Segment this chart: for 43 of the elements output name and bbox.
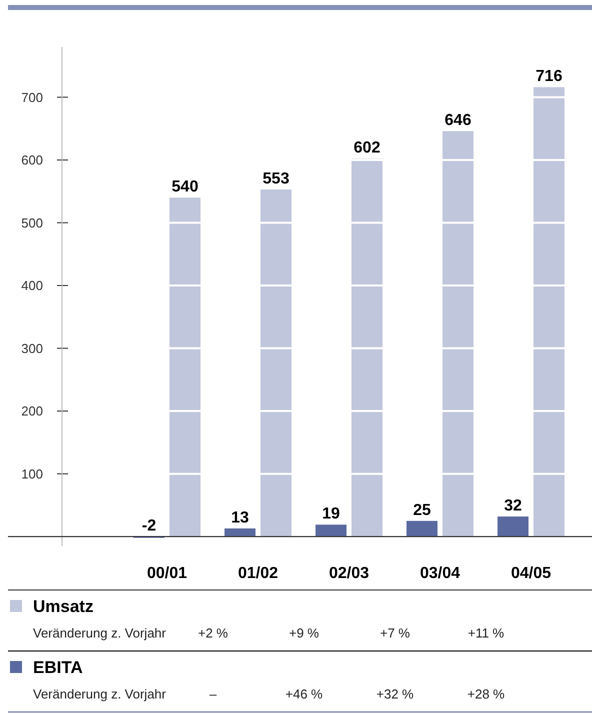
x-tick-label: 02/03 xyxy=(328,565,370,582)
text: +32 % xyxy=(376,686,414,702)
bar xyxy=(224,528,256,537)
y-tick-label: 500 xyxy=(21,215,43,230)
bar xyxy=(352,158,382,537)
data-label: 553 xyxy=(262,170,290,188)
bar xyxy=(260,189,292,537)
bar xyxy=(316,524,346,537)
x-tick-label: 04/05 xyxy=(510,565,552,582)
bar xyxy=(406,520,438,537)
x-tick-label: 00/01 xyxy=(146,565,188,582)
data-label: 19 xyxy=(322,506,340,523)
text: +2 % xyxy=(198,626,228,641)
data-label: 540 xyxy=(172,178,198,196)
text: +7 % xyxy=(380,626,410,641)
data-label: -2 xyxy=(142,518,156,535)
text: +9 % xyxy=(289,626,320,641)
x-tick-label: 03/04 xyxy=(420,565,460,582)
text: +28 % xyxy=(467,686,506,702)
bar xyxy=(534,87,564,537)
data-label: 716 xyxy=(536,68,562,86)
legend-label: Umsatz xyxy=(33,596,94,616)
data-label: 13 xyxy=(231,509,249,526)
text: Veränderung z. Vorjahr xyxy=(33,626,167,641)
x-tick-label: 01/02 xyxy=(238,565,278,582)
y-tick-label: 100 xyxy=(21,466,43,482)
data-label: 32 xyxy=(504,498,522,514)
text: +46 % xyxy=(285,686,324,702)
text: +11 % xyxy=(468,626,505,641)
y-tick-label: 300 xyxy=(21,340,43,356)
bar xyxy=(170,198,200,537)
bar xyxy=(498,516,528,537)
y-tick-label: 200 xyxy=(21,404,43,419)
y-tick-label: 400 xyxy=(21,278,43,294)
text: – xyxy=(209,686,218,702)
bar xyxy=(442,131,474,537)
data-label: 25 xyxy=(413,502,431,519)
y-tick-label: 600 xyxy=(21,152,43,168)
text: Veränderung z. Vorjahr xyxy=(33,686,167,702)
data-label: 602 xyxy=(354,140,380,157)
data-label: 646 xyxy=(444,112,472,130)
legend-label: EBITA xyxy=(33,658,83,677)
y-tick-label: 700 xyxy=(21,90,43,105)
